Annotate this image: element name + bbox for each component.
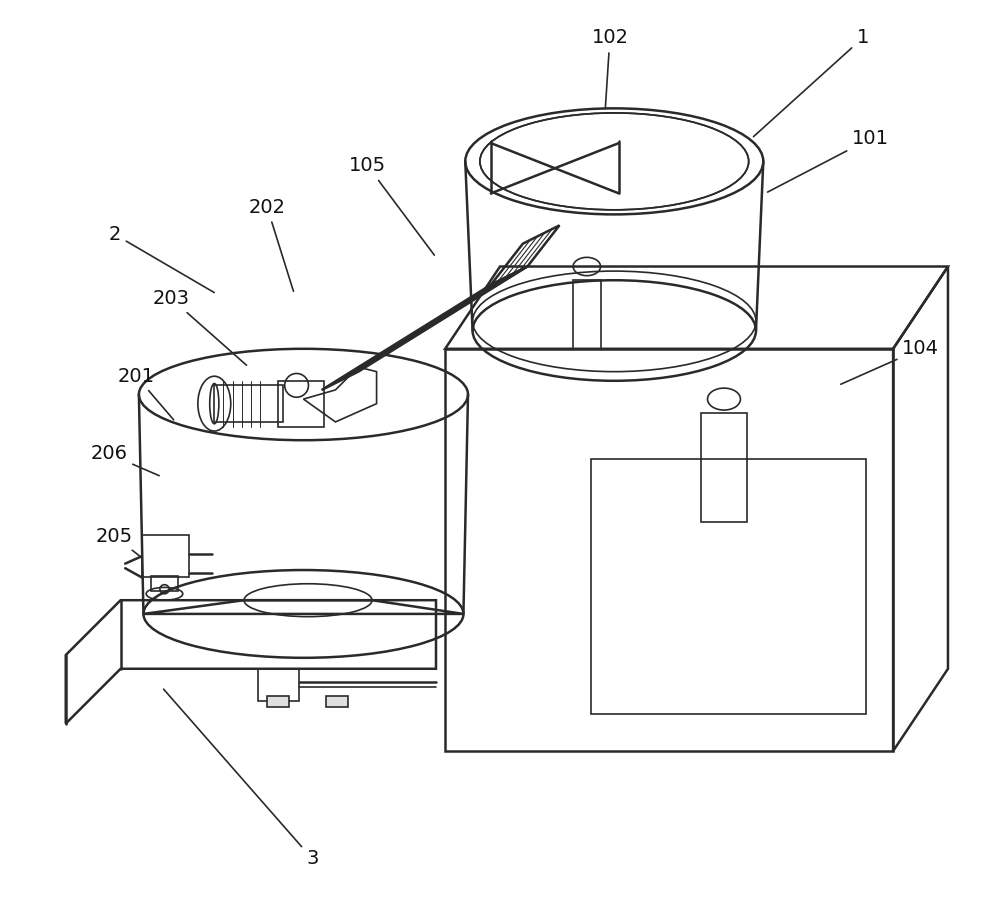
Text: 203: 203 — [153, 289, 247, 365]
Bar — [214, 385, 283, 422]
Text: 201: 201 — [118, 367, 174, 420]
Bar — [142, 536, 189, 578]
Bar — [151, 577, 178, 591]
Text: 1: 1 — [753, 28, 869, 137]
Text: 3: 3 — [164, 690, 319, 868]
Bar — [278, 381, 324, 426]
Bar — [591, 458, 866, 714]
Text: 101: 101 — [768, 129, 889, 192]
Text: 205: 205 — [96, 526, 141, 558]
Text: 102: 102 — [591, 28, 628, 108]
Text: 2: 2 — [109, 225, 214, 293]
Text: 104: 104 — [841, 339, 939, 384]
Text: 202: 202 — [249, 197, 293, 292]
Bar — [267, 696, 289, 707]
Text: 206: 206 — [90, 445, 159, 476]
Bar — [573, 281, 601, 348]
Text: 105: 105 — [349, 157, 434, 255]
Bar — [701, 413, 747, 523]
Bar — [326, 696, 348, 707]
